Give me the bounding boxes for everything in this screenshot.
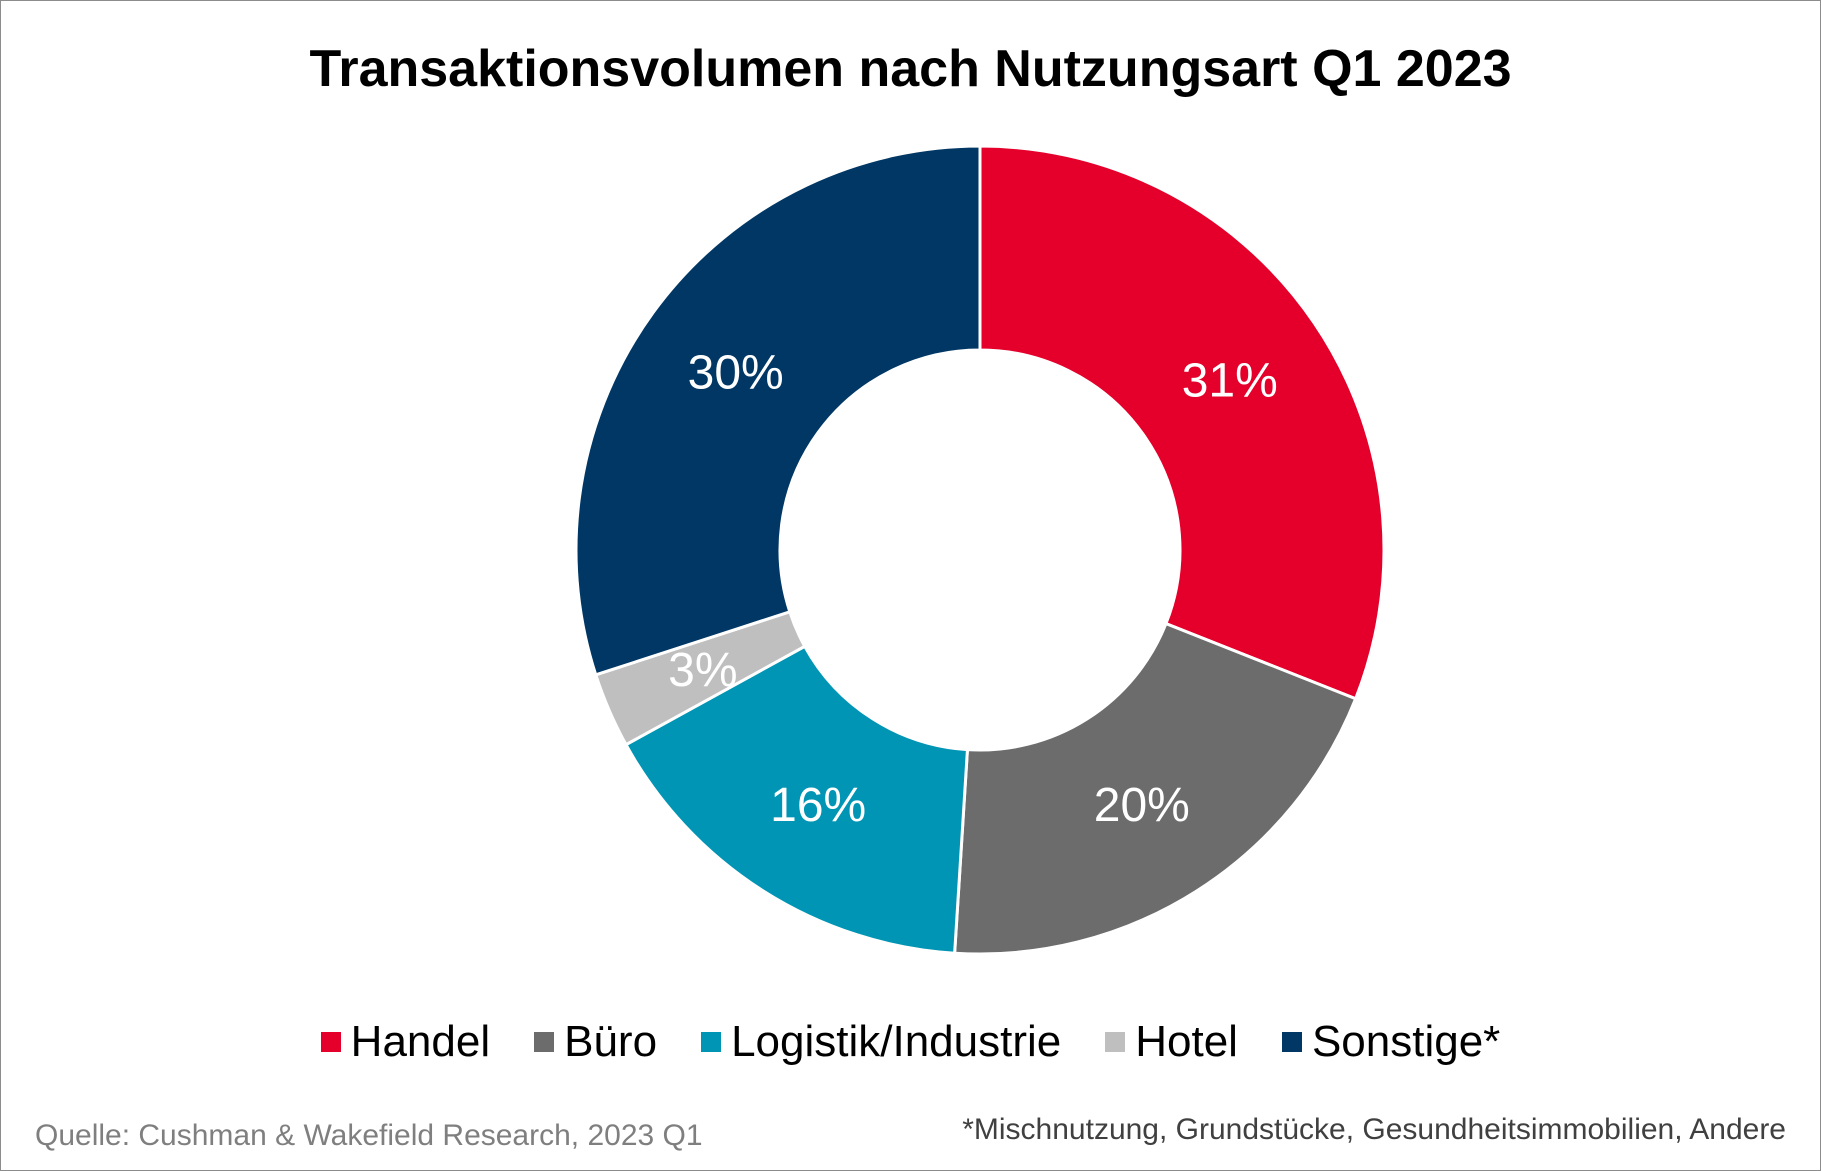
slice-4: [574, 144, 982, 677]
slice-2: [623, 644, 970, 955]
legend-item: Sonstige*: [1281, 1017, 1501, 1067]
chart-title: Transaktionsvolumen nach Nutzungsart Q1 …: [309, 40, 1512, 98]
legend-swatch: [534, 1032, 555, 1052]
slice-0: [978, 144, 1386, 701]
legend-swatch: [701, 1032, 722, 1052]
legend-item: Handel: [320, 1017, 491, 1067]
data-label-0: 31%: [1182, 354, 1278, 407]
data-label-3: 3%: [668, 644, 737, 697]
legend: Handel Büro Logistik/Industrie Hotel Sonstig…: [1, 1017, 1820, 1067]
legend-label: Handel: [350, 1017, 491, 1066]
source-note: Quelle: Cushman & Wakefield Research, 20…: [35, 1119, 703, 1152]
data-label-1: 20%: [1094, 779, 1190, 832]
legend-item: Büro: [534, 1017, 657, 1067]
legend-label: Büro: [564, 1017, 658, 1066]
data-label-4: 30%: [688, 346, 784, 399]
slice-1: [953, 621, 1358, 956]
footnote: *Mischnutzung, Grundstücke, Gesundheitsi…: [962, 1113, 1786, 1146]
legend-label: Sonstige*: [1311, 1017, 1501, 1066]
data-label-2: 16%: [770, 779, 866, 832]
legend-label: Hotel: [1135, 1017, 1238, 1066]
legend-item: Hotel: [1105, 1017, 1238, 1067]
legend-swatch: [320, 1032, 341, 1052]
legend-label: Logistik/Industrie: [731, 1017, 1062, 1066]
legend-item: Logistik/Industrie: [701, 1017, 1061, 1067]
legend-swatch: [1281, 1032, 1302, 1052]
legend-swatch: [1105, 1032, 1126, 1052]
